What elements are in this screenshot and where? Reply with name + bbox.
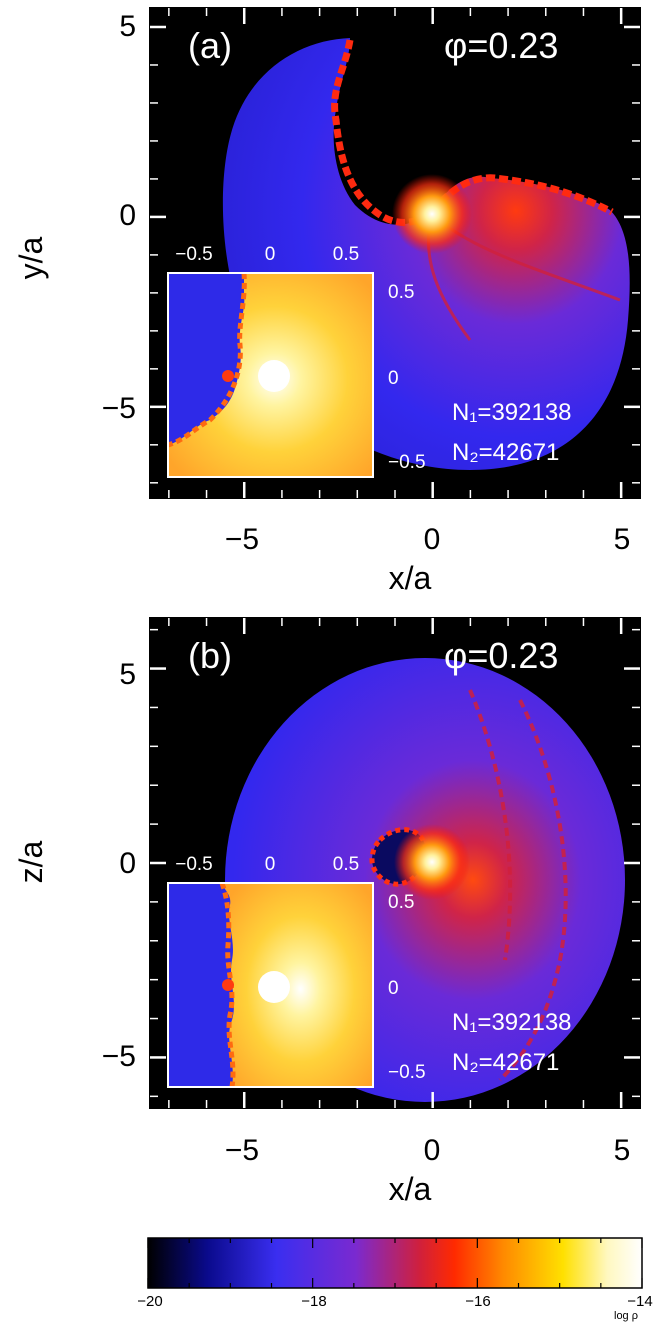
panel-a-inset	[167, 272, 374, 478]
panel-b-inset	[167, 882, 374, 1088]
panel-a-inset-ytick-0: 0.5	[388, 282, 414, 303]
panel-b-core	[394, 824, 470, 900]
panel-b-phase: φ=0.23	[444, 635, 558, 676]
panel-a-rim	[331, 39, 614, 226]
colorbar-tick-label-1: −18	[301, 1293, 326, 1310]
colorbar-tick-label-2: −16	[465, 1293, 490, 1310]
panel-a-xtick-label-2: 5	[614, 523, 631, 556]
panel-a-count-2: N₂=42671	[452, 439, 559, 466]
panel-a-phase: φ=0.23	[444, 25, 558, 66]
colorbar-ticks	[147, 1238, 643, 1288]
panel-b-label: (b)	[188, 635, 232, 676]
panel-b-count-1: N₁=392138	[452, 1009, 572, 1036]
panel-b-count-2: N₂=42671	[452, 1049, 559, 1076]
panel-a-xtick-label-1: 0	[424, 523, 441, 556]
panel-b-inset-ytick-0: 0.5	[388, 892, 414, 913]
panel-a-ytick-label-1: 0	[119, 199, 136, 232]
colorbar: −20 −18 −16 −14 log ρ	[137, 1237, 653, 1322]
panel-a: (a) φ=0.23 −0.5 0 0.5 0.5 0 −0.5 N₁=3921…	[13, 7, 641, 596]
colorbar-label: log ρ	[614, 1310, 638, 1322]
panel-b-xtick-label-2: 5	[614, 1134, 631, 1167]
panel-b-xlabel: x/a	[389, 1171, 432, 1207]
panel-b-ytick-label-0: 5	[119, 658, 136, 691]
panel-a-ticks	[150, 8, 640, 498]
panel-b-inset-xtick-1: 0	[265, 854, 276, 875]
panel-b-inset-xtick-0: −0.5	[175, 854, 213, 875]
panel-b-ticks	[150, 618, 640, 1108]
panel-a-inset-ytick-2: −0.5	[388, 452, 426, 473]
panel-b-inset-xtick-2: 0.5	[333, 854, 359, 875]
panel-b-inset-ytick-1: 0	[388, 978, 399, 999]
panel-b: (b) φ=0.23 −0.5 0 0.5 0.5 0 −0.5 N₁=3921…	[13, 617, 641, 1207]
panel-a-count-1: N₁=392138	[452, 399, 572, 426]
panel-b-inset-ytick-2: −0.5	[388, 1062, 426, 1083]
panel-a-inset-xtick-0: −0.5	[175, 244, 213, 265]
panel-b-streams	[468, 689, 568, 1082]
panel-b-xtick-label-1: 0	[424, 1134, 441, 1167]
colorbar-tick-label-0: −20	[137, 1293, 162, 1310]
panel-a-inset-ytick-1: 0	[388, 368, 399, 389]
panel-b-ylabel: z/a	[13, 840, 49, 883]
colorbar-gradient	[147, 1237, 643, 1289]
panel-b-inset-frame	[167, 882, 374, 1088]
panel-a-xlabel: x/a	[389, 560, 432, 596]
panel-a-xtick-label-0: −5	[225, 523, 259, 556]
panel-a-inset-xtick-2: 0.5	[333, 244, 359, 265]
panel-a-ytick-label-2: −5	[102, 392, 136, 425]
panel-b-ytick-label-1: 0	[119, 847, 136, 880]
panel-b-xtick-label-0: −5	[225, 1134, 259, 1167]
panel-a-ytick-label-0: 5	[119, 10, 136, 43]
panel-a-label: (a)	[188, 25, 232, 66]
panel-a-inset-frame	[167, 272, 374, 478]
colorbar-tick-label-3: −14	[627, 1293, 652, 1310]
panel-a-inset-xtick-1: 0	[265, 244, 276, 265]
panel-b-ytick-label-2: −5	[102, 1040, 136, 1073]
panel-a-core	[392, 174, 472, 254]
panel-a-ylabel: y/a	[13, 236, 49, 279]
